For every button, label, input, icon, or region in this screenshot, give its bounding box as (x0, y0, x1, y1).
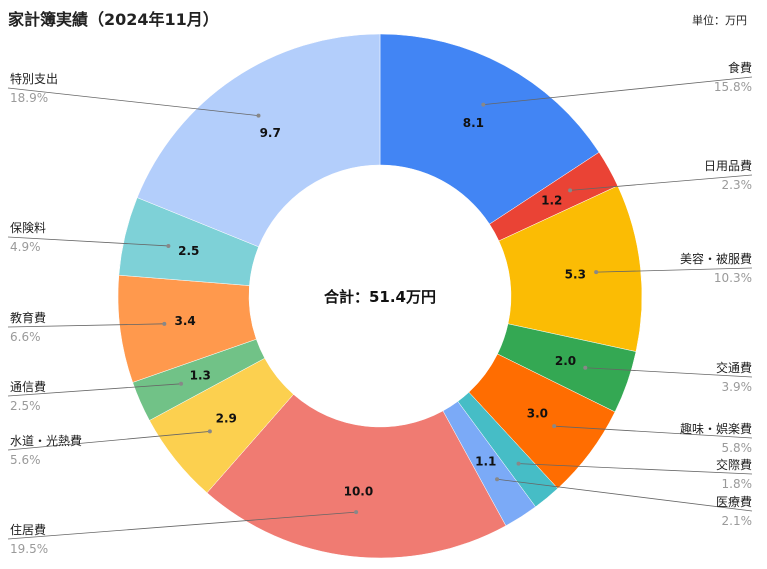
percent-label: 5.8% (722, 441, 753, 455)
percent-label: 1.8% (722, 477, 753, 491)
category-label: 保険料 (10, 221, 46, 235)
leader-line (596, 267, 753, 273)
percent-label: 2.1% (722, 514, 753, 528)
category-label: 医療費 (716, 494, 752, 509)
percent-label: 3.9% (722, 380, 753, 394)
leader-dot (516, 461, 521, 466)
leader-dot (207, 429, 212, 434)
leader-line (7, 431, 210, 451)
leader-line (497, 478, 753, 512)
slice-1 (379, 33, 600, 225)
percent-label: 19.5% (10, 542, 48, 556)
leader-line (518, 463, 753, 475)
slice-value-label: 2.5 (178, 244, 199, 258)
slice-value-label: 2.9 (216, 411, 237, 425)
slices-group (117, 33, 643, 559)
slice-value-label: 5.3 (565, 267, 586, 281)
percent-label: 18.9% (10, 91, 48, 105)
leader-dot (495, 477, 500, 482)
leader-line (483, 76, 753, 106)
slice-value-label: 3.0 (527, 407, 548, 421)
slice-value-label: 8.1 (463, 116, 484, 130)
percent-label: 4.9% (10, 240, 41, 254)
category-label: 水道・光熱費 (10, 433, 82, 448)
leader-line (7, 383, 182, 397)
leader-line (7, 511, 357, 540)
slice-value-label: 2.0 (555, 354, 576, 368)
slice-value-label: 10.0 (344, 484, 374, 498)
leader-dot (162, 321, 167, 326)
category-label: 趣味・娯楽費 (680, 421, 752, 436)
percent-label: 2.3% (722, 178, 753, 192)
category-label: 美容・被服費 (680, 251, 752, 266)
percent-label: 10.3% (714, 271, 752, 285)
labels-group: 8.1 食費 15.8% 1.2 日用品費 2.3% 5.3 美容・被服費 10.3% 2.0 交通… (10, 60, 752, 556)
category-label: 住居費 (10, 522, 46, 537)
leader-line (7, 323, 165, 328)
category-label: 交際費 (716, 457, 752, 472)
leader-lines-group (7, 76, 753, 540)
slice-value-label: 1.1 (475, 455, 496, 469)
leader-dot (594, 270, 599, 275)
percent-label: 15.8% (714, 80, 752, 94)
unit-label: 単位：万円 (692, 14, 747, 27)
category-label: 交通費 (716, 360, 752, 375)
slice-8 (206, 394, 507, 559)
center-total-label: 合計：51.4万円 (323, 288, 436, 306)
slice-value-label: 1.3 (190, 368, 211, 382)
percent-label: 5.6% (10, 453, 41, 467)
leader-line (7, 236, 169, 247)
percent-label: 6.6% (10, 330, 41, 344)
leader-line (7, 87, 259, 117)
leader-dot (354, 510, 359, 515)
leader-dot (256, 113, 261, 118)
category-label: 食費 (728, 60, 752, 75)
percent-label: 2.5% (10, 399, 41, 413)
chart-title: 家計簿実績（2024年11月） (8, 10, 219, 29)
leader-dot (583, 365, 588, 370)
slice-value-label: 9.7 (260, 126, 281, 140)
slice-13 (136, 33, 381, 248)
category-label: 教育費 (10, 310, 46, 325)
category-label: 日用品費 (704, 158, 752, 173)
leader-line (585, 367, 753, 378)
leader-dot (481, 102, 486, 107)
leader-dot (568, 188, 573, 193)
leader-dot (552, 424, 557, 429)
category-label: 特別支出 (10, 71, 58, 86)
leader-line (554, 425, 753, 439)
category-label: 通信費 (10, 379, 46, 394)
leader-dot (166, 243, 171, 248)
leader-line (570, 174, 753, 191)
leader-dot (179, 381, 184, 386)
slice-value-label: 3.4 (174, 314, 195, 328)
slice-value-label: 1.2 (541, 194, 562, 208)
